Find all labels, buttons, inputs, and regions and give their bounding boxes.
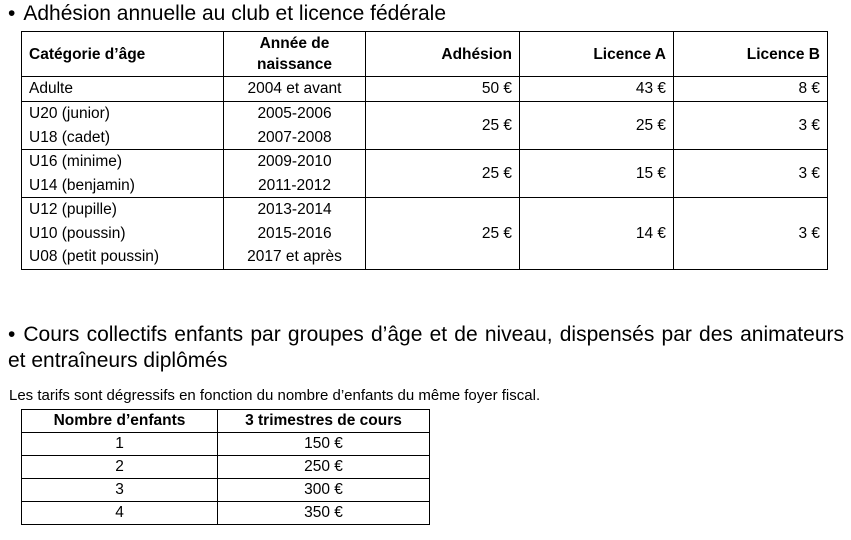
section-1-title: Adhésion annuelle au club et licence féd… (23, 2, 446, 25)
age-category: Adulte (29, 80, 73, 98)
header-licence-b: Licence B (673, 31, 828, 77)
licence-b-price: 3 € (673, 149, 828, 198)
age-category-cell: Adulte (21, 76, 224, 102)
birth-year: 2004 et avant (247, 80, 342, 98)
lessons-price: 300 € (217, 478, 430, 502)
birth-year: 2007-2008 (257, 128, 332, 146)
bullet-icon: • (8, 323, 16, 346)
children-count: 1 (21, 432, 218, 456)
header-age-category: Catégorie d’âge (21, 31, 224, 77)
licence-a-price: 43 € (519, 76, 674, 102)
header-licence-a: Licence A (519, 31, 674, 77)
birth-year-cell: 2004 et avant (223, 76, 366, 102)
lessons-price: 150 € (217, 432, 430, 456)
licence-a-price: 15 € (519, 149, 674, 198)
birth-year: 2017 et après (247, 248, 342, 265)
adhesion-price: 25 € (365, 149, 520, 198)
header-birth-year-line-2: naissance (257, 56, 332, 73)
adhesion-price: 25 € (365, 101, 520, 150)
age-category-cell: U20 (junior) U18 (cadet) (21, 101, 224, 150)
table-row: U20 (junior) U18 (cadet) 2005-2006 2007-… (21, 101, 828, 150)
licence-a-price: 14 € (519, 197, 674, 270)
children-count: 2 (21, 455, 218, 479)
pricing-note: Les tarifs sont dégressifs en fonction d… (9, 387, 541, 404)
licence-b-price: 3 € (673, 101, 828, 150)
section-2-heading: • Cours collectifs enfants par groupes d’… (8, 322, 844, 374)
licence-b-price: 3 € (673, 197, 828, 270)
birth-year: 2005-2006 (257, 105, 332, 122)
table-row: U16 (minime) U14 (benjamin) 2009-2010 20… (21, 149, 828, 198)
age-category: U20 (junior) (29, 105, 110, 122)
adhesion-price: 25 € (365, 197, 520, 270)
lessons-price: 350 € (217, 501, 430, 525)
section-1-heading: • Adhésion annuelle au club et licence fé… (8, 1, 446, 27)
birth-year-cell: 2013-2014 2015-2016 2017 et après (223, 197, 366, 270)
age-category: U08 (petit poussin) (29, 248, 160, 265)
birth-year-cell: 2009-2010 2011-2012 (223, 149, 366, 198)
adhesion-price: 50 € (365, 76, 520, 102)
section-2-title: Cours collectifs enfants par groupes d’â… (8, 323, 844, 372)
header-children-count: Nombre d’enfants (21, 409, 218, 433)
table-row: Adulte 2004 et avant 50 € 43 € 8 € (21, 76, 828, 102)
lessons-price: 250 € (217, 455, 430, 479)
table-row: 1 150 € (21, 432, 430, 456)
table-row: 2 250 € (21, 455, 430, 479)
table-row: 4 350 € (21, 501, 430, 525)
header-lessons-price: 3 trimestres de cours (217, 409, 430, 433)
header-birth-year-line-1: Année de (259, 35, 330, 52)
table-row: U12 (pupille) U10 (poussin) U08 (petit p… (21, 197, 828, 270)
birth-year: 2009-2010 (257, 153, 332, 170)
age-category: U18 (cadet) (29, 128, 110, 146)
group-lessons-table: Nombre d’enfants 3 trimestres de cours 1… (21, 409, 430, 525)
birth-year-cell: 2005-2006 2007-2008 (223, 101, 366, 150)
bullet-icon: • (8, 2, 16, 25)
age-category-cell: U16 (minime) U14 (benjamin) (21, 149, 224, 198)
age-category: U14 (benjamin) (29, 176, 135, 194)
age-category: U12 (pupille) (29, 201, 117, 218)
age-category-cell: U12 (pupille) U10 (poussin) U08 (petit p… (21, 197, 224, 270)
children-count: 3 (21, 478, 218, 502)
header-adhesion: Adhésion (365, 31, 520, 77)
birth-year: 2011-2012 (258, 176, 331, 194)
licence-a-price: 25 € (519, 101, 674, 150)
birth-year: 2013-2014 (257, 201, 332, 218)
birth-year: 2015-2016 (257, 224, 332, 242)
age-category: U10 (poussin) (29, 224, 126, 242)
children-count: 4 (21, 501, 218, 525)
header-birth-year: Année de naissance (223, 31, 366, 77)
licence-b-price: 8 € (673, 76, 828, 102)
table-header-row: Nombre d’enfants 3 trimestres de cours (21, 409, 430, 433)
age-category: U16 (minime) (29, 153, 123, 170)
table-row: 3 300 € (21, 478, 430, 502)
membership-fees-table: Catégorie d’âge Année de naissance Adhés… (21, 31, 828, 270)
table-header-row: Catégorie d’âge Année de naissance Adhés… (21, 31, 828, 77)
